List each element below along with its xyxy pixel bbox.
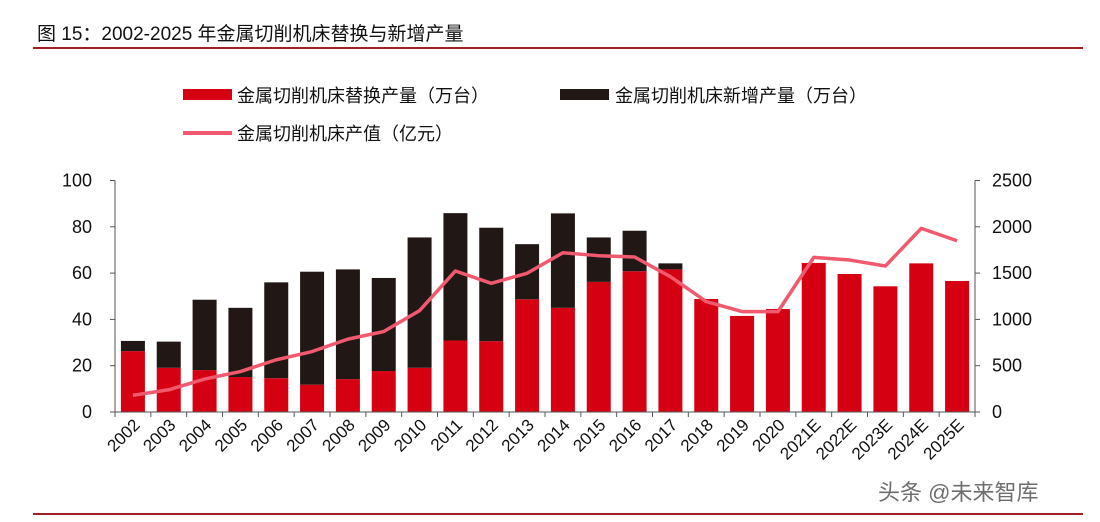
y-left-tick-label: 60 [72, 263, 92, 283]
bar-replace-2017 [658, 269, 683, 412]
bar-replace-2021E [801, 262, 826, 412]
bar-replace-2008 [335, 379, 360, 412]
legend-swatch-replace [183, 89, 232, 100]
bar-replace-2011 [443, 340, 468, 412]
bar-replace-2018 [694, 299, 719, 412]
bar-new-2004 [192, 299, 217, 371]
bar-replace-2012 [479, 341, 504, 412]
bar-replace-2013 [515, 299, 540, 412]
bar-replace-2016 [622, 271, 647, 412]
bar-replace-2024E [909, 263, 934, 412]
x-tick-label: 2012 [462, 415, 502, 455]
x-tick-label: 2018 [677, 415, 717, 455]
bar-replace-2020 [765, 308, 790, 412]
y-right-tick-label: 0 [992, 402, 1002, 422]
bar-new-2007 [300, 271, 325, 385]
bar-new-2015 [586, 237, 611, 282]
y-right-tick-label: 1500 [992, 263, 1032, 283]
bar-replace-2007 [300, 384, 325, 412]
bar-replace-2014 [550, 307, 575, 412]
legend: 金属切削机床替换产量（万台） 金属切削机床新增产量（万台） 金属切削机床产值（亿… [183, 86, 867, 144]
figure-title: 图 15：2002-2025 年金属切削机床替换与新增产量 [37, 23, 464, 45]
y-left-tick-label: 100 [62, 171, 92, 191]
bar-new-2017 [658, 263, 683, 270]
y-left-tick-label: 80 [72, 217, 92, 237]
x-tick-label: 2019 [713, 415, 753, 455]
x-tick-label: 2004 [175, 415, 215, 455]
y-left-tick-label: 40 [72, 309, 92, 329]
bar-new-2016 [622, 230, 647, 272]
legend-label-replace: 金属切削机床替换产量（万台） [237, 86, 489, 106]
x-tick-label: 2005 [211, 415, 251, 455]
x-tick-label: 2017 [641, 415, 681, 455]
bar-new-2014 [550, 213, 575, 308]
y-right-tick-label: 2000 [992, 217, 1032, 237]
bar-replace-2015 [586, 281, 611, 412]
bar-new-2008 [335, 269, 360, 380]
legend-swatch-new [560, 89, 609, 100]
y-right-tick-label: 2500 [992, 171, 1032, 191]
x-tick-label: 2010 [390, 415, 430, 455]
line-output-value [132, 226, 958, 398]
bar-new-2009 [371, 277, 396, 372]
bar-replace-2022E [837, 274, 862, 412]
x-tick-label: 2002 [104, 415, 144, 455]
bar-replace-2025E [945, 280, 970, 412]
x-tick-label: 2015 [569, 415, 609, 455]
bar-replace-2002 [120, 351, 145, 412]
legend-label-value: 金属切削机床产值（亿元） [237, 124, 453, 144]
x-tick-label: 2011 [427, 415, 466, 454]
bar-replace-2006 [264, 378, 289, 412]
bar-replace-2009 [371, 371, 396, 412]
bar-replace-2023E [873, 286, 898, 412]
bar-new-2005 [228, 307, 253, 378]
watermark: 头条 @未来智库 [878, 480, 1038, 505]
bar-replace-2019 [730, 315, 755, 412]
x-tick-label: 2008 [319, 415, 359, 455]
x-tick-label: 2014 [534, 415, 574, 455]
y-left-tick-label: 0 [82, 402, 92, 422]
x-tick-label: 2025E [920, 415, 968, 463]
x-tick-label: 2003 [139, 415, 179, 455]
bar-new-2003 [156, 341, 181, 368]
x-tick-label: 2013 [498, 415, 538, 455]
bar-replace-2010 [407, 367, 432, 412]
x-tick-label: 2007 [283, 415, 323, 455]
x-tick-label: 2006 [247, 415, 287, 455]
x-tick-label: 2016 [605, 415, 645, 455]
bar-new-2011 [443, 213, 468, 341]
bar-replace-2005 [228, 377, 253, 412]
y-left-tick-label: 20 [72, 356, 92, 376]
y-right-tick-label: 1000 [992, 309, 1032, 329]
bar-new-2002 [120, 340, 145, 352]
y-right-tick-label: 500 [992, 356, 1022, 376]
x-tick-label: 2009 [354, 415, 394, 455]
legend-label-new: 金属切削机床新增产量（万台） [615, 86, 867, 106]
